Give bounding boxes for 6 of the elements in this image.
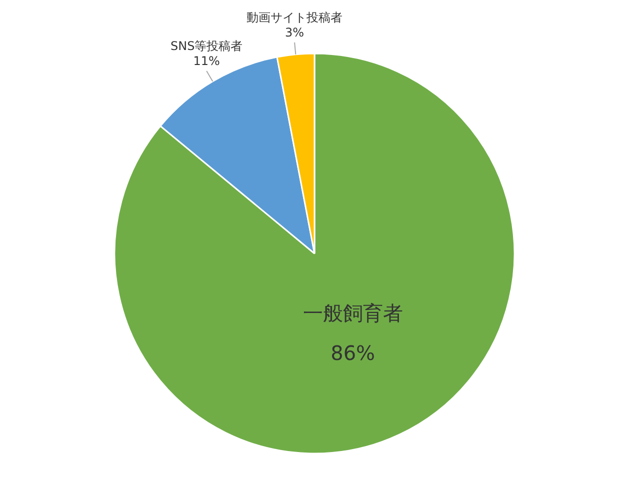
data-label: 86% xyxy=(330,340,376,365)
slice-label: 一般飼育者 xyxy=(302,300,403,325)
data-label: 3% xyxy=(285,25,304,40)
slice-label: 動画サイト投稿者 xyxy=(246,10,343,24)
data-label: 11% xyxy=(193,54,220,68)
slice-label: SNS等投稿者 xyxy=(170,39,243,54)
